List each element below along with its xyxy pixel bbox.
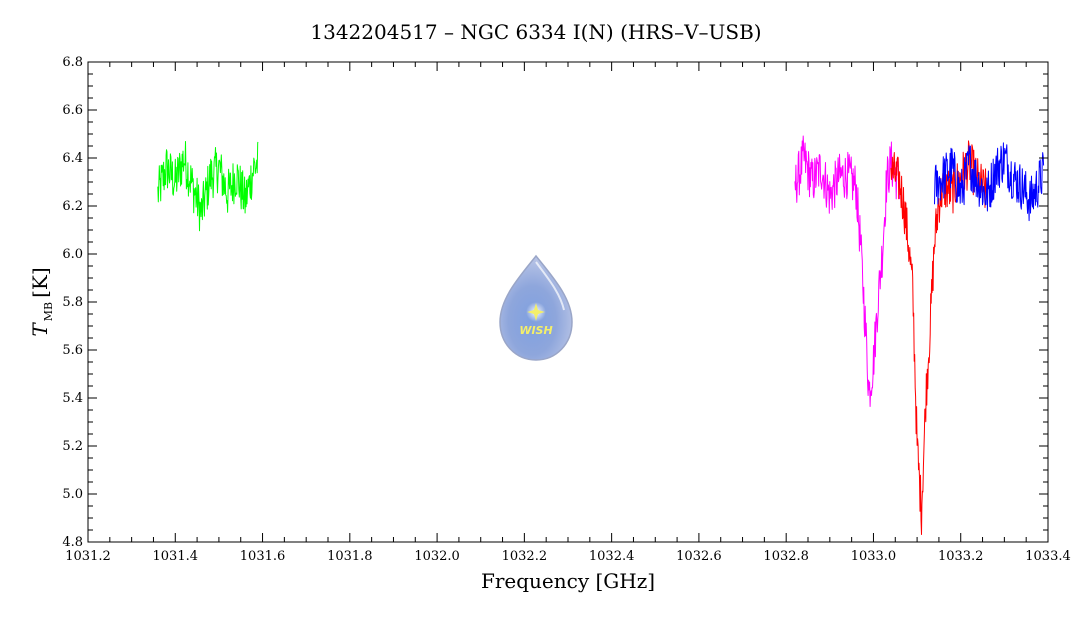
y-axis-label-subscript: MB (42, 302, 55, 321)
x-tick-label: 1031.8 (327, 549, 373, 564)
spectrum-series-1 (157, 141, 259, 232)
y-tick-label: 5.0 (62, 487, 83, 502)
spectrum-series-4 (934, 142, 1045, 222)
x-tick-label: 1031.6 (240, 549, 286, 564)
y-axis-label: TMB [K] (28, 267, 55, 336)
y-axis-label-unit: [K] (28, 267, 52, 298)
series-layer (157, 135, 1045, 535)
spectrum-series-2 (794, 135, 901, 407)
x-axis: 1031.2 1031.4 1031.6 1031.8 1032.0 1032.2 1032… (65, 62, 1071, 564)
x-tick-label: 1033.0 (851, 549, 897, 564)
y-axis: 4.8 5.0 5.2 5.4 5.6 5.8 6.0 6.2 6.4 6.6 6.8 (62, 55, 1048, 550)
wish-logo-text: WISH (519, 324, 552, 337)
y-tick-label: 6.2 (62, 199, 83, 214)
y-tick-label: 5.8 (62, 295, 83, 310)
spectrum-series-3 (890, 140, 988, 535)
wish-logo: WISH (499, 254, 573, 361)
y-tick-label: 6.4 (62, 151, 83, 166)
y-tick-label: 6.0 (62, 247, 83, 262)
x-tick-label: 1032.8 (763, 549, 809, 564)
x-tick-label: 1033.2 (938, 549, 984, 564)
x-tick-label: 1032.2 (502, 549, 548, 564)
y-tick-label: 4.8 (62, 535, 83, 550)
x-tick-label: 1031.2 (65, 549, 111, 564)
x-tick-label: 1032.0 (414, 549, 460, 564)
y-tick-label: 6.6 (62, 103, 83, 118)
y-tick-label: 5.4 (62, 391, 83, 406)
y-tick-label: 6.8 (62, 55, 83, 70)
y-tick-label: 5.6 (62, 343, 83, 358)
x-tick-label: 1031.4 (153, 549, 199, 564)
chart-title: 1342204517 – NGC 6334 I(N) (HRS–V–USB) (310, 20, 761, 44)
x-axis-label: Frequency [GHz] (481, 569, 655, 593)
y-axis-label-symbol: T (28, 322, 52, 337)
x-tick-label: 1032.6 (676, 549, 722, 564)
x-tick-label: 1032.4 (589, 549, 635, 564)
x-tick-label: 1033.4 (1025, 549, 1071, 564)
y-tick-label: 5.2 (62, 439, 83, 454)
